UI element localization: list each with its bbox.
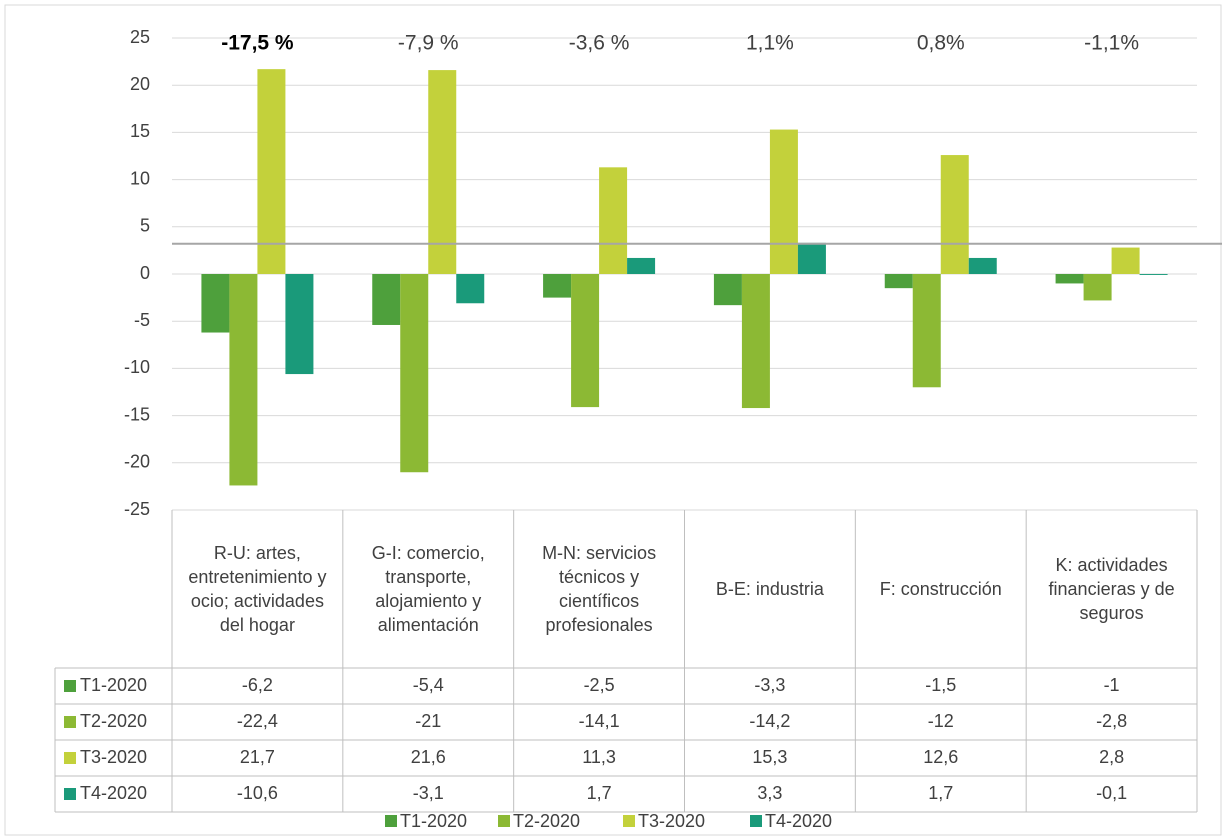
legend-label: T1-2020: [400, 811, 467, 831]
table-value: 1,7: [928, 783, 953, 803]
bar: [627, 257, 656, 274]
y-tick-label: -20: [124, 452, 150, 472]
y-tick-label: 10: [130, 168, 150, 188]
table-value: -21: [415, 711, 441, 731]
y-tick-label: -5: [134, 310, 150, 330]
bar: [1111, 247, 1140, 274]
bar: [257, 69, 286, 274]
bar: [456, 274, 485, 304]
table-value: 12,6: [923, 747, 958, 767]
table-value: 15,3: [752, 747, 787, 767]
table-value: 3,3: [757, 783, 782, 803]
table-value: -2,8: [1096, 711, 1127, 731]
category-label: G-I: comercio, transporte, alojamiento y…: [371, 543, 485, 635]
y-tick-label: 5: [140, 216, 150, 236]
table-value: -0,1: [1096, 783, 1127, 803]
bar: [1083, 274, 1112, 301]
table-value: -1,5: [925, 675, 956, 695]
bar: [797, 242, 826, 274]
legend-swatch: [64, 680, 76, 692]
category-label: K: actividades financieras y de seguros: [1048, 555, 1175, 623]
annotation: 0,8%: [917, 32, 965, 55]
annotation: -1,1%: [1084, 32, 1139, 55]
table-value: -6,2: [242, 675, 273, 695]
bar: [1055, 274, 1084, 284]
legend-label: T4-2020: [765, 811, 832, 831]
legend-swatch: [385, 815, 397, 827]
table-value: -2,5: [584, 675, 615, 695]
bar: [285, 274, 314, 375]
legend-swatch: [623, 815, 635, 827]
table-value: -12: [928, 711, 954, 731]
category-label: B-E: industria: [715, 579, 824, 599]
table-value: 21,6: [411, 747, 446, 767]
annotation: -7,9 %: [398, 32, 459, 55]
table-value: -1: [1104, 675, 1120, 695]
table-value: 11,3: [582, 747, 616, 767]
table-value: -10,6: [237, 783, 278, 803]
bar: [940, 155, 969, 274]
table-value: 1,7: [587, 783, 612, 803]
table-value: 2,8: [1099, 747, 1124, 767]
bar: [884, 274, 913, 289]
bar: [968, 257, 997, 274]
annotation: -3,6 %: [569, 32, 630, 55]
table-value: -22,4: [237, 711, 278, 731]
annotation: 1,1%: [746, 32, 794, 55]
series-label: T2-2020: [80, 711, 147, 731]
bar: [912, 274, 941, 388]
bar: [571, 274, 600, 408]
y-tick-label: 0: [140, 263, 150, 283]
table-value: -14,2: [749, 711, 790, 731]
table-value: -5,4: [413, 675, 444, 695]
bar: [372, 274, 401, 325]
bar: [543, 274, 572, 298]
legend-swatch: [64, 752, 76, 764]
y-tick-label: -10: [124, 357, 150, 377]
series-label: T1-2020: [80, 675, 147, 695]
annotation: -17,5 %: [221, 32, 294, 55]
bar: [400, 274, 429, 473]
bar: [428, 70, 457, 274]
table-value: -14,1: [579, 711, 620, 731]
y-tick-label: -15: [124, 404, 150, 424]
chart-border: [4, 4, 1222, 836]
bar: [713, 274, 742, 306]
category-label: M-N: servicios técnicos y científicos pr…: [542, 543, 657, 635]
y-tick-label: -25: [124, 499, 150, 519]
y-tick-label: 25: [130, 27, 150, 47]
bar: [201, 274, 230, 333]
legend-swatch: [498, 815, 510, 827]
legend-label: T2-2020: [513, 811, 580, 831]
legend-swatch: [64, 716, 76, 728]
y-tick-label: 15: [130, 121, 150, 141]
legend-label: T3-2020: [638, 811, 705, 831]
series-label: T4-2020: [80, 783, 147, 803]
table-value: 21,7: [240, 747, 275, 767]
series-label: T3-2020: [80, 747, 147, 767]
category-label: F: construcción: [879, 579, 1002, 599]
bar: [599, 167, 628, 274]
legend-swatch: [64, 788, 76, 800]
bar: [741, 274, 770, 409]
bar: [1139, 274, 1168, 275]
legend-swatch: [750, 815, 762, 827]
bar: [229, 274, 258, 486]
y-tick-label: 20: [130, 74, 150, 94]
table-value: -3,1: [413, 783, 444, 803]
table-value: -3,3: [754, 675, 785, 695]
category-label: R-U: artes, entretenimiento y ocio; acti…: [188, 543, 327, 635]
bar: [769, 129, 798, 274]
